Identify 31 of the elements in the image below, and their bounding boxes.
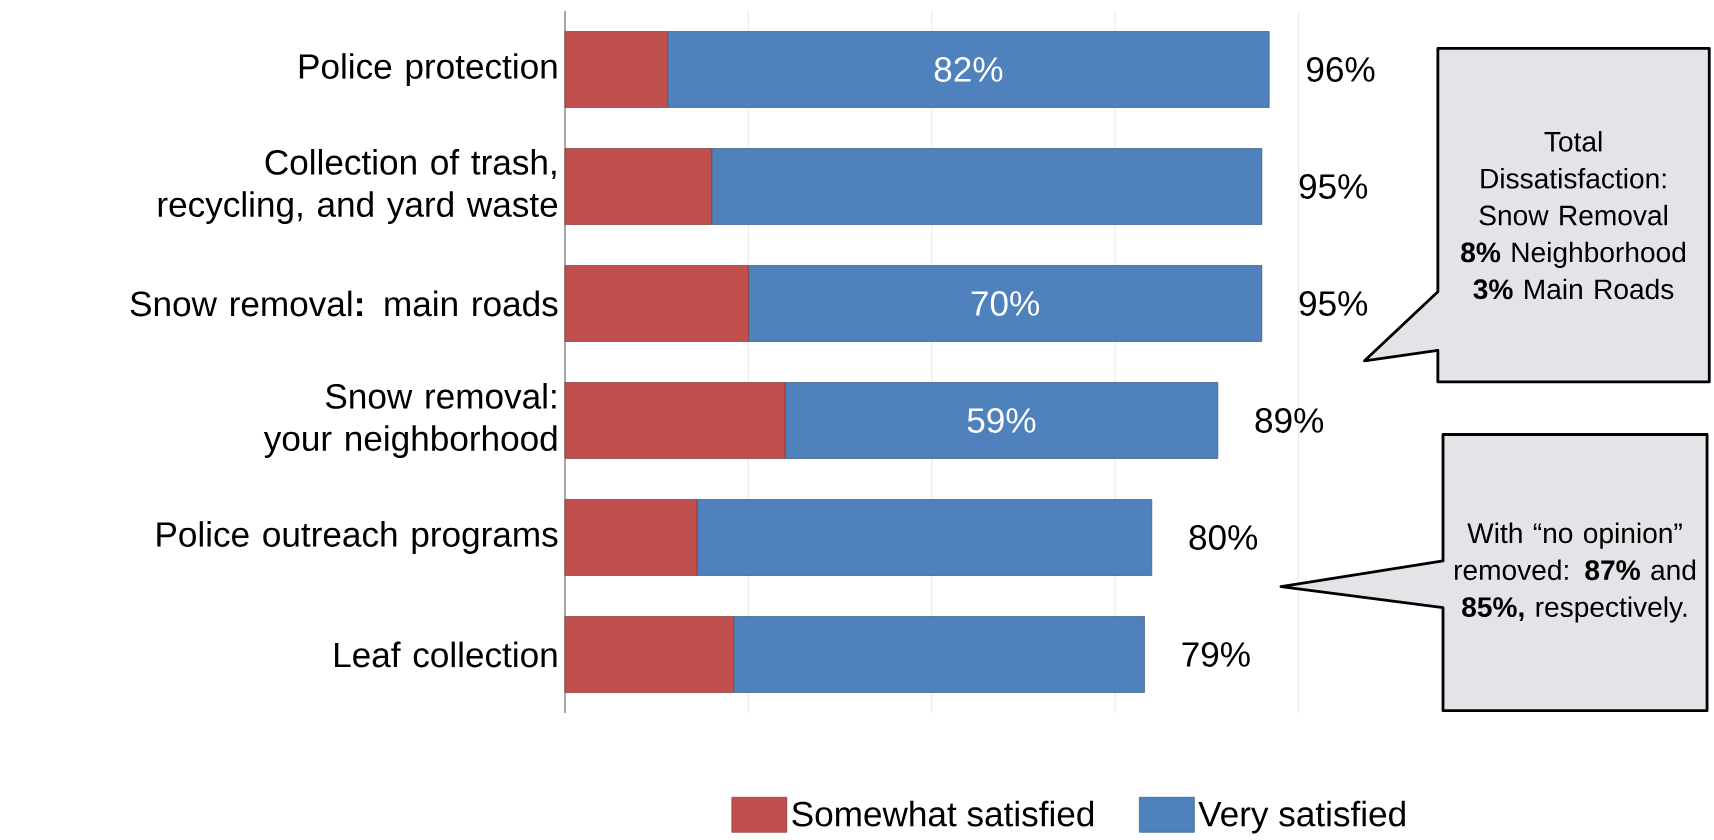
bar [733, 616, 1145, 693]
total-label: 95% [1299, 291, 1368, 316]
data-label: 70% [971, 291, 1039, 316]
total-label: 89% [1255, 408, 1324, 433]
total-label: 79% [1182, 642, 1250, 667]
y-tick-label: Police outreach programs [157, 521, 558, 554]
bar [564, 616, 735, 693]
bar [784, 382, 1219, 459]
y-tick-label: Police protection [299, 53, 557, 86]
bar [564, 148, 713, 225]
text: Total Dissatisfaction: Snow Removal 8% Neighborhood 3% Main Roads [1461, 131, 1686, 300]
legend-label: Very satisfied [1198, 800, 1405, 834]
bar [711, 148, 1263, 225]
bar [696, 499, 1153, 576]
y-tick-label: Snow removal: your neighborhood [263, 383, 557, 458]
bar [564, 499, 698, 576]
total-label: 80% [1189, 525, 1258, 550]
data-label: 82% [934, 57, 1003, 82]
total-label: 96% [1307, 57, 1375, 82]
bar [667, 31, 1270, 108]
bar [564, 31, 669, 108]
y-tick-label: Collection of trash, recycling, and yard waste [158, 149, 558, 224]
data-label: 59% [967, 408, 1036, 433]
y-tick-label: Snow removal: main roads [130, 290, 558, 317]
total-label: 95% [1299, 174, 1368, 199]
bar [564, 265, 749, 342]
bar [564, 382, 786, 459]
text: With “no opinion” removed: 87% and 85%, respectively. [1455, 522, 1696, 623]
bar [748, 265, 1263, 342]
y-tick-label: Leaf collection [335, 641, 557, 668]
legend-label: Somewhat satisfied [792, 800, 1094, 827]
